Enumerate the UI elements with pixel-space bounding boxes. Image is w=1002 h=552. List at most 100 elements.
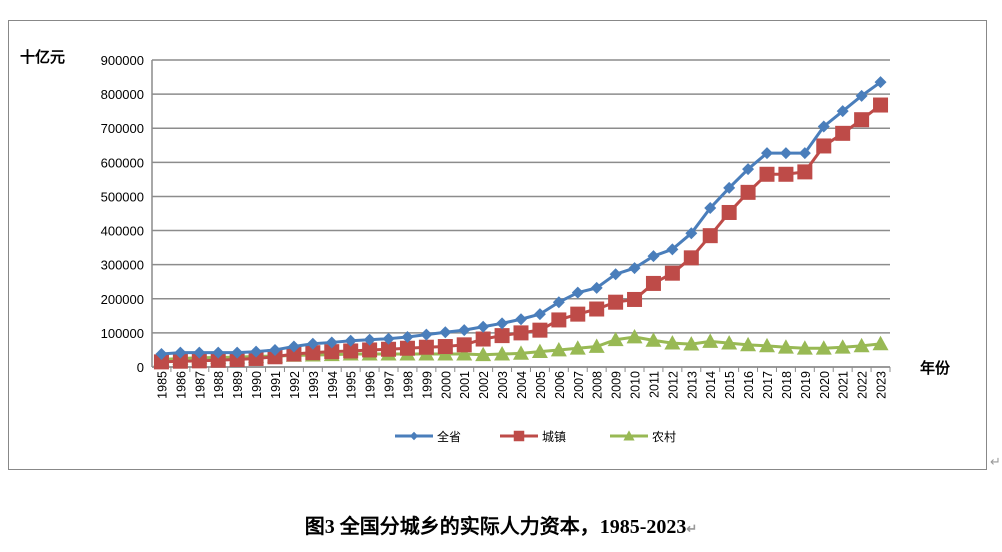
square-series-point	[191, 353, 207, 369]
square-series-point	[153, 354, 169, 370]
square-series-point	[286, 346, 302, 362]
x-tick-label: 2023	[875, 371, 889, 399]
x-tick-label: 2009	[610, 371, 624, 399]
square-series-point	[381, 341, 397, 357]
square-series-point	[797, 164, 813, 180]
diamond-series-point	[287, 340, 300, 353]
legend-marker	[513, 430, 525, 442]
x-tick-label: 2020	[818, 371, 832, 399]
triangle-series-point	[607, 331, 624, 347]
square-series-point	[627, 291, 643, 307]
y-tick-label: 300000	[101, 258, 144, 273]
square-series-point	[267, 349, 283, 365]
figure-caption: 图3 全国分城乡的实际人力资本，1985-2023↵	[0, 510, 1002, 539]
x-tick-label: 2015	[723, 371, 737, 399]
triangle-series-point	[494, 346, 511, 361]
square-series-point	[873, 97, 889, 113]
diamond-series-point	[193, 346, 206, 359]
x-tick-label: 2003	[496, 371, 510, 399]
diamond-series-point	[855, 89, 868, 102]
x-tick-label: 2010	[629, 371, 643, 399]
chart-frame	[8, 20, 987, 470]
x-tick-label: 2012	[666, 371, 680, 399]
square-series-point	[645, 275, 661, 291]
y-axis-title: 十亿元	[20, 48, 65, 66]
square-series-point	[551, 312, 567, 328]
x-tick-label: 2004	[515, 371, 529, 399]
y-tick-label: 200000	[101, 292, 144, 307]
diamond-series-point	[704, 202, 717, 215]
x-tick-label: 2008	[591, 371, 605, 399]
diamond-series-point	[798, 147, 811, 160]
y-tick-label: 600000	[101, 155, 144, 170]
legend-marker	[409, 431, 419, 441]
x-tick-label: 1985	[155, 371, 169, 399]
triangle-series-point	[872, 335, 889, 351]
x-tick-label: 2011	[647, 371, 661, 398]
x-tick-label: 1997	[383, 371, 397, 399]
y-tick-label: 700000	[101, 121, 144, 136]
diamond-series-point	[382, 332, 395, 345]
diamond-series-point	[401, 330, 414, 343]
diamond-series-point	[874, 76, 887, 89]
triangle-series-point	[531, 343, 548, 359]
square-series-point	[210, 352, 226, 368]
x-tick-label: 1993	[307, 371, 321, 399]
square-series-point	[475, 331, 491, 347]
square-series-point	[532, 322, 548, 338]
square-series-point	[589, 301, 605, 317]
diamond-series-point	[155, 348, 168, 361]
square-series-point	[229, 351, 245, 367]
square-series-point	[172, 353, 188, 369]
y-tick-label: 400000	[101, 224, 144, 239]
diamond-series-point	[666, 243, 679, 256]
x-tick-label: 2014	[704, 371, 718, 399]
line-chart: 0 100000 200000 300000 400000 500000 600000 700…	[20, 48, 951, 444]
x-tick-label: 2022	[856, 371, 870, 399]
triangle-series-point	[721, 335, 738, 350]
x-axis-title: 年份	[920, 359, 951, 377]
triangle-series-point	[645, 332, 662, 347]
diamond-series-point	[344, 334, 357, 347]
x-tick-label: 2006	[553, 371, 567, 399]
square-series-point	[759, 166, 775, 182]
diamond-series-point	[269, 343, 281, 356]
triangle-series-point	[475, 346, 492, 362]
x-tick-label: 2001	[458, 371, 472, 399]
x-tick-label: 2005	[534, 371, 548, 399]
triangle-series-point	[588, 338, 605, 353]
diamond-series-point	[836, 105, 849, 118]
legend-label: 农村	[652, 430, 676, 444]
triangle-series-point	[513, 345, 529, 360]
diamond-series-point	[515, 313, 527, 326]
diamond-series-point	[628, 262, 641, 275]
y-tick-label: 800000	[101, 87, 144, 102]
legend-marker	[623, 430, 635, 441]
diamond-series-point	[742, 163, 755, 176]
triangle-series-point	[456, 346, 473, 361]
x-tick-label: 2019	[799, 371, 813, 399]
x-tick-label: 1992	[288, 371, 302, 399]
x-tick-label: 2017	[761, 371, 775, 399]
square-series-point	[740, 184, 756, 200]
diamond-series-point	[723, 181, 736, 194]
x-tick-label: 1989	[231, 371, 245, 399]
triangle-series-point	[834, 339, 851, 354]
square-series-point	[399, 340, 415, 356]
diamond-series-point	[363, 333, 376, 346]
legend-label: 城镇	[542, 430, 566, 444]
diamond-series-point	[250, 345, 263, 358]
x-tick-label: 1991	[269, 371, 283, 399]
triangle-series-point	[777, 339, 794, 354]
square-series-point	[835, 125, 851, 141]
x-tick-label: 2000	[439, 371, 453, 399]
diamond-series-point	[779, 147, 792, 160]
x-tick-label: 1988	[212, 371, 226, 399]
x-tick-label: 1995	[345, 371, 359, 399]
square-series-point	[456, 337, 472, 353]
x-tick-label: 2007	[572, 371, 586, 399]
diamond-series-point	[174, 346, 187, 359]
triangle-series-point	[683, 336, 700, 351]
triangle-series-point	[740, 336, 757, 352]
triangle-series-point	[853, 337, 870, 353]
